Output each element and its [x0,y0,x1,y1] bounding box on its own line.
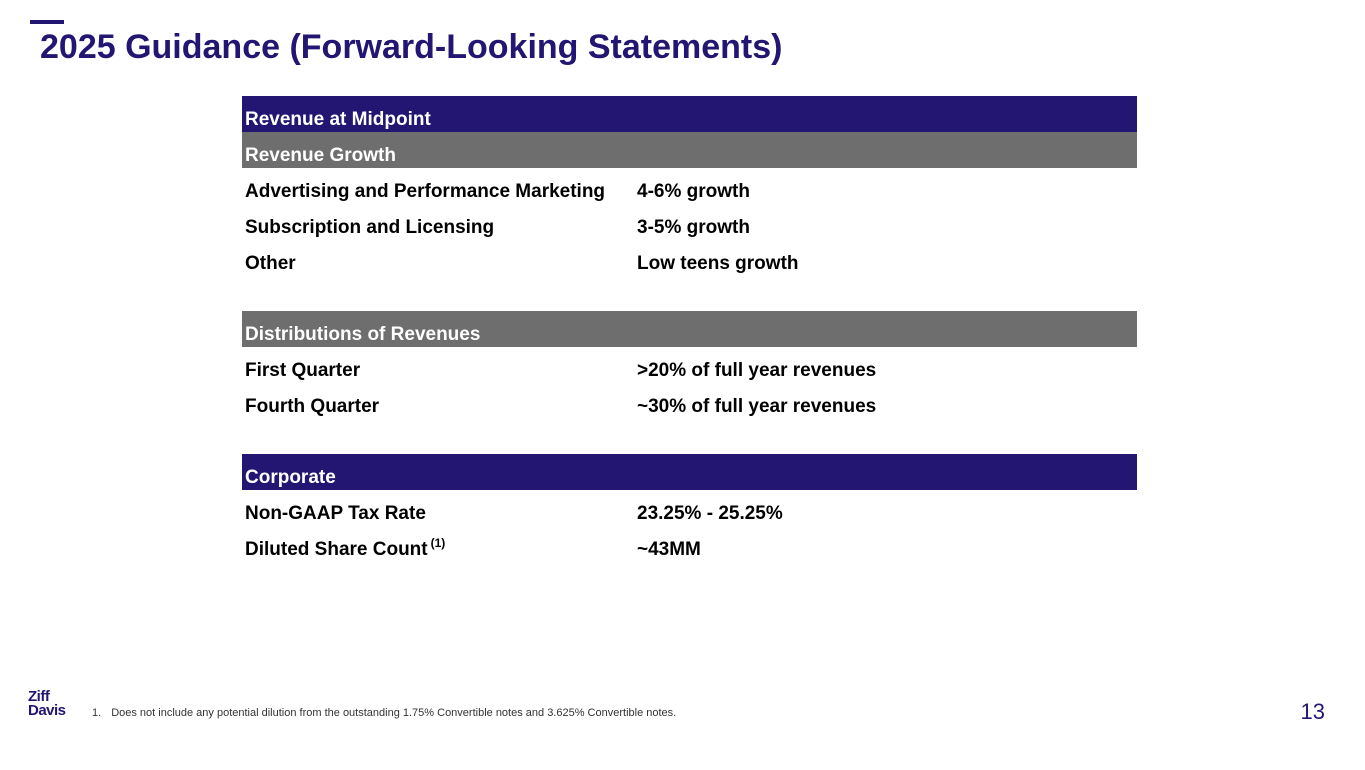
table-row: Non-GAAP Tax Rate 23.25% - 25.25% [242,490,1137,526]
row-value: ~43MM [637,539,701,560]
section-header-distributions: Distributions of Revenues [242,311,1137,347]
table-row: Subscription and Licensing 3-5% growth [242,204,1137,240]
section-header-label: Revenue at Midpoint [245,109,431,130]
section-header-label: Corporate [245,467,336,488]
section-header-corporate: Corporate [242,454,1137,490]
row-label: Fourth Quarter [245,396,380,417]
row-label: First Quarter [245,360,361,381]
table-row: First Quarter >20% of full year revenues [242,347,1137,383]
table-row: Other Low teens growth [242,240,1137,276]
row-value: 3-5% growth [637,217,750,238]
section-spacer [242,276,1137,311]
row-label: Subscription and Licensing [245,217,495,238]
row-label-text: Diluted Share Count [245,539,428,560]
footnote: 1. Does not include any potential dilutio… [92,707,676,719]
section-spacer [242,419,1137,454]
logo-line-2: Davis [28,702,66,719]
row-label: Advertising and Performance Marketing [245,181,606,202]
section-header-revenue-growth: Revenue Growth [242,132,1137,168]
table-row: Diluted Share Count (1) ~43MM [242,526,1137,562]
row-value: ~30% of full year revenues [637,396,877,417]
row-label-with-footnote: Diluted Share Count (1) [242,536,637,561]
table-row: Fourth Quarter ~30% of full year revenue… [242,383,1137,419]
table-row: Advertising and Performance Marketing 4-… [242,168,1137,204]
row-label: Non-GAAP Tax Rate [245,503,426,524]
page-title: 2025 Guidance (Forward-Looking Statement… [40,28,783,66]
row-value: Low teens growth [637,253,799,274]
logo-line-1: Ziff [28,688,50,705]
row-value: >20% of full year revenues [637,360,877,381]
row-label: Other [245,253,296,274]
footnote-number: 1. [92,707,102,719]
footnote-text: Does not include any potential dilution … [111,707,677,719]
section-header-label: Distributions of Revenues [245,324,481,345]
footnote-reference: (1) [430,536,446,550]
row-value: 4-6% growth [637,181,750,202]
guidance-table: Revenue at Midpoint Revenue Growth Adver… [242,96,1137,562]
section-header-revenue-midpoint: Revenue at Midpoint [242,96,1137,132]
page-number: 13 [1300,699,1325,724]
title-accent-bar [30,20,64,24]
ziff-davis-logo: Ziff Davis [28,688,76,722]
row-value: 23.25% - 25.25% [637,503,783,524]
section-header-label: Revenue Growth [245,145,396,166]
